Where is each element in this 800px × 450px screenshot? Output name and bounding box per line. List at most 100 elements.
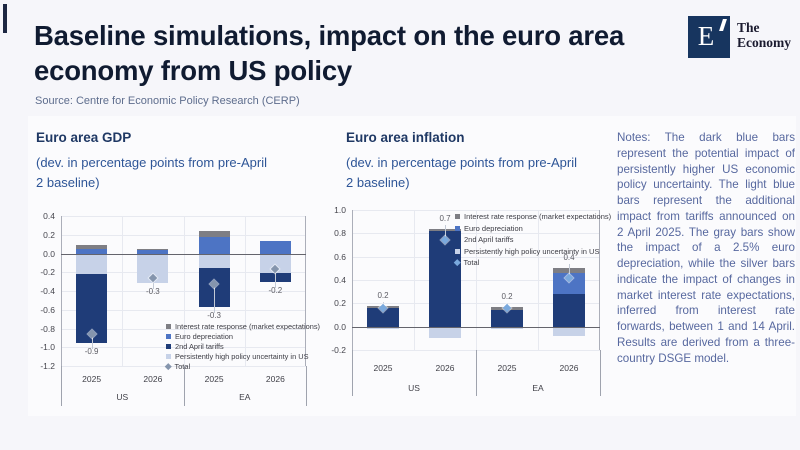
y-tick-label: -0.2	[40, 267, 55, 278]
bar-segment-interest	[76, 245, 108, 249]
total-label: 0.4	[563, 253, 575, 263]
total-label: 0.2	[501, 291, 513, 301]
zero-line	[352, 326, 600, 329]
vertical-gridline	[538, 210, 539, 350]
total-label: -0.2	[268, 285, 283, 295]
plot-left-border	[61, 216, 62, 366]
legend-item: 2nd April tariffs	[455, 235, 513, 244]
category-label: 2025	[82, 374, 102, 384]
legend-swatch	[166, 354, 171, 359]
legend-item: Euro depreciation	[166, 332, 233, 341]
plot-left-border	[352, 210, 353, 350]
gdp-chart-subtitle: (dev. in percentage points from pre-Apri…	[36, 155, 267, 191]
y-tick-label: -0.8	[40, 323, 55, 334]
notes-text: Notes: The dark blue bars represent the …	[617, 131, 795, 365]
total-stem	[214, 283, 216, 313]
y-tick-label: -0.6	[40, 304, 55, 315]
legend-item: Persistently high policy uncertainty in …	[166, 352, 309, 361]
legend-item: Euro depreciation	[455, 224, 523, 233]
bar-segment-uncertainty	[429, 326, 461, 339]
group-label: EA	[239, 392, 251, 402]
total-stem	[569, 264, 570, 278]
legend-item: 2nd April tariffs	[166, 342, 224, 351]
total-stem	[275, 269, 277, 288]
legend-swatch	[166, 324, 171, 329]
legend-swatch	[166, 344, 171, 349]
vertical-gridline	[183, 216, 185, 366]
total-label: -0.3	[207, 310, 222, 320]
total-label: -0.9	[84, 346, 99, 356]
y-tick-label: 0.8	[334, 228, 346, 239]
bar-segment-tariffs	[553, 294, 585, 327]
bar-segment-euro	[137, 249, 169, 254]
inflation-chart-title: Euro area inflation	[346, 130, 465, 145]
bar-segment-uncertainty	[198, 253, 230, 268]
bar-segment-uncertainty	[76, 253, 108, 275]
logo: E The Economy	[688, 16, 791, 58]
y-tick-label: -0.2	[331, 345, 346, 355]
bar-segment-uncertainty	[553, 326, 585, 336]
logo-mark: E	[688, 16, 730, 58]
y-tick-label: 0.2	[43, 229, 55, 240]
category-label: 2026	[435, 363, 455, 373]
logo-wordmark: The Economy	[737, 16, 791, 50]
bar-segment-euro	[198, 236, 230, 254]
legend-label: Total	[174, 362, 191, 371]
group-label: US	[408, 383, 420, 393]
total-stem	[152, 277, 154, 289]
y-tick-label: 0.4	[334, 275, 346, 285]
plot-right-border	[599, 210, 600, 350]
axis-separator	[600, 350, 601, 396]
axis-separator	[61, 366, 62, 406]
legend-swatch	[455, 214, 460, 219]
y-tick-label: 0.2	[334, 298, 346, 309]
legend-label: 2nd April tariffs	[464, 235, 514, 244]
category-label: 2025	[497, 363, 517, 373]
inflation-chart: Euro area inflation (dev. in percentage …	[331, 126, 616, 418]
bar-segment-tariffs	[367, 308, 399, 327]
vertical-gridline	[244, 216, 246, 366]
group-label: EA	[532, 383, 544, 393]
bar-segment-tariffs	[491, 309, 523, 327]
y-tick-label: -0.4	[40, 286, 55, 296]
bar-segment-euro	[553, 273, 585, 294]
vertical-gridline	[476, 210, 477, 350]
legend-swatch	[455, 237, 460, 242]
category-label: 2025	[373, 363, 393, 373]
vertical-gridline	[122, 216, 124, 366]
category-label: 2025	[204, 374, 224, 384]
axis-separator	[352, 350, 353, 396]
plot-area: 0.4 0.2 0.0 -0.2 -0.4 -0.6 -0.8 -1.0 -1.2 -0.9 202…	[40, 211, 320, 406]
total-stem	[445, 224, 446, 241]
legend-label: Interest rate response (market expectati…	[175, 322, 321, 331]
legend-label: 2nd April tariffs	[175, 342, 224, 351]
bar-segment-euro	[259, 241, 291, 254]
source-line: Source: Centre for Economic Policy Resea…	[35, 95, 300, 107]
total-stem	[91, 334, 93, 349]
zero-line	[61, 253, 306, 255]
y-tick-label: 0.6	[334, 251, 346, 262]
gdp-chart-title: Euro area GDP	[36, 130, 132, 145]
category-label: 2026	[559, 363, 579, 373]
total-label: 0.7	[439, 213, 451, 223]
legend-label: Persistently high policy uncertainty in …	[464, 246, 600, 256]
legend-item: Interest rate response (market expectati…	[166, 322, 320, 331]
y-tick-label: -1.2	[40, 361, 55, 371]
logo-letter: E	[697, 21, 715, 51]
axis-separator	[306, 366, 307, 406]
bar-segment-interest	[198, 231, 230, 237]
category-label: 2026	[143, 374, 163, 384]
legend-swatch	[165, 363, 172, 370]
slide-edge-mark	[3, 4, 7, 33]
category-label: 2026	[265, 374, 285, 384]
axis-separator	[183, 366, 185, 406]
legend-item: Persistently high policy uncertainty in …	[455, 247, 599, 256]
logo-wordmark-line2: Economy	[737, 35, 791, 51]
plot-area: 1.0 0.8 0.6 0.4 0.2 0.0 -0.2 0.2 2025 0.7 2026 0.2 2…	[331, 205, 611, 396]
bar-segment-uncertainty	[259, 253, 291, 274]
legend-label: Total	[463, 258, 480, 267]
group-label: US	[116, 392, 129, 402]
inflation-chart-subtitle: (dev. in percentage points from pre-Apri…	[346, 155, 577, 191]
legend-item: Total	[454, 258, 480, 267]
